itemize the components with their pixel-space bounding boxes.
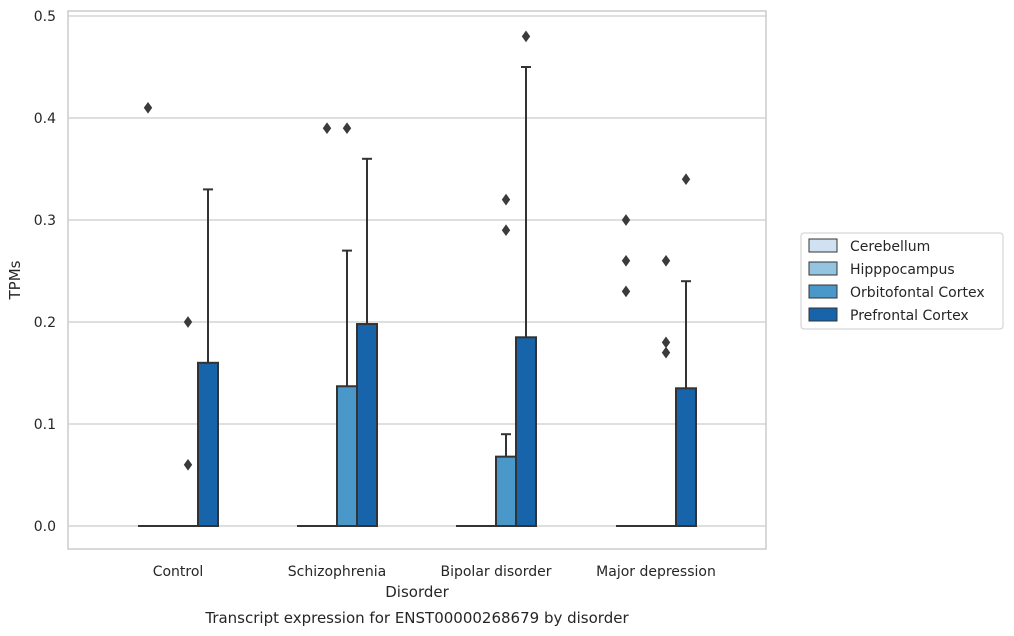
x-axis-title: Disorder	[385, 583, 449, 601]
plot-frame	[67, 10, 767, 550]
legend-label: Cerebellum	[850, 239, 930, 255]
legend: Cerebellum Hipppocampus Orbitofontal Corte…	[800, 232, 1004, 330]
outlier-point	[661, 346, 671, 359]
outlier-point	[501, 224, 511, 237]
legend-label: Hipppocampus	[850, 262, 955, 278]
legend-swatch	[808, 284, 838, 299]
outlier-point	[183, 458, 193, 471]
chart-caption: Transcript expression for ENST0000026867…	[204, 609, 629, 627]
series-hipppocampus	[158, 122, 656, 527]
box	[356, 323, 378, 528]
series-prefrontal-cortex	[197, 30, 697, 528]
y-tick-label: 0.1	[34, 417, 56, 433]
y-tick-label: 0.0	[34, 519, 56, 535]
legend-swatch	[808, 261, 838, 276]
box	[336, 385, 358, 528]
outlier-point	[621, 285, 631, 298]
y-tick-label: 0.5	[34, 9, 56, 25]
outlier-point	[501, 193, 511, 206]
box	[675, 387, 697, 527]
y-tick-label: 0.3	[34, 213, 56, 229]
plot-area	[138, 30, 697, 528]
outlier-point	[322, 122, 332, 135]
y-tick-label: 0.2	[34, 315, 56, 331]
x-tick-label: Schizophrenia	[288, 564, 386, 580]
gridlines	[68, 15, 766, 527]
y-axis: 0.0 0.1 0.2 0.3 0.4 0.5	[34, 9, 56, 535]
y-tick-label: 0.4	[34, 111, 56, 127]
legend-swatch	[808, 307, 838, 322]
x-axis: Control Schizophrenia Bipolar disorder Majo…	[153, 564, 716, 580]
series-orbitofontal-cortex	[178, 122, 676, 528]
legend-swatch	[808, 238, 838, 253]
outlier-point	[661, 336, 671, 349]
outlier-point	[143, 101, 153, 114]
outlier-point	[521, 30, 531, 43]
box	[495, 455, 517, 528]
outlier-point	[621, 254, 631, 267]
outlier-point	[342, 122, 352, 135]
box	[515, 336, 537, 527]
legend-label: Prefrontal Cortex	[850, 308, 969, 324]
x-tick-label: Control	[153, 564, 204, 580]
outlier-point	[621, 214, 631, 226]
series-cerebellum	[138, 101, 636, 527]
legend-frame	[800, 232, 1004, 330]
box	[197, 361, 219, 527]
legend-label: Orbitofontal Cortex	[850, 285, 985, 301]
x-tick-label: Bipolar disorder	[440, 564, 551, 580]
outlier-point	[681, 173, 691, 186]
y-axis-title: TPMs	[6, 260, 24, 300]
outlier-point	[661, 254, 671, 267]
outlier-point	[183, 316, 193, 328]
x-tick-label: Major depression	[596, 564, 716, 580]
